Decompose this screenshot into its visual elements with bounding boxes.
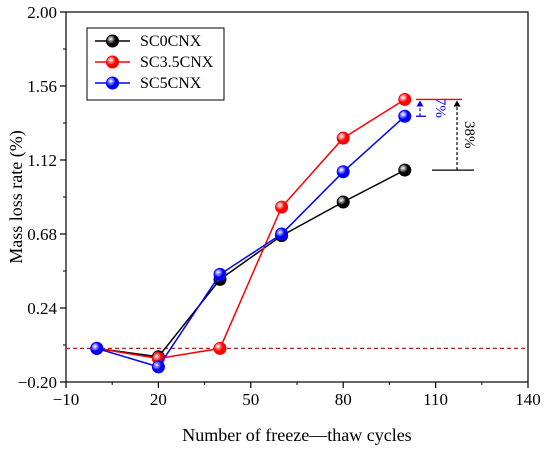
data-point bbox=[398, 163, 412, 177]
series-layer bbox=[90, 92, 412, 374]
series-sc3-5cnx bbox=[90, 92, 412, 365]
x-tick-label: −10 bbox=[53, 390, 80, 409]
series-line bbox=[96, 115, 406, 368]
data-point bbox=[151, 360, 165, 374]
annotations: 7% 38% bbox=[416, 98, 477, 171]
series-sc0cnx bbox=[90, 163, 412, 364]
data-point bbox=[398, 109, 412, 123]
legend-label: SC3.5CNX bbox=[140, 54, 214, 71]
y-tick-label: 1.12 bbox=[27, 151, 57, 170]
legend-marker bbox=[106, 76, 119, 90]
legend-marker bbox=[106, 55, 119, 69]
series-line bbox=[96, 98, 406, 360]
data-point bbox=[336, 165, 350, 179]
data-point bbox=[90, 341, 104, 355]
y-tick-label: 1.56 bbox=[27, 77, 57, 96]
y-tick-label: −0.20 bbox=[18, 373, 57, 392]
x-tick-label: 80 bbox=[335, 390, 352, 409]
series-line bbox=[96, 169, 406, 358]
annotation-black-arrowhead bbox=[453, 100, 461, 107]
annotation-38-percent: 38% bbox=[461, 121, 477, 149]
data-point bbox=[275, 200, 289, 214]
data-point bbox=[213, 341, 227, 355]
y-tick-label: 0.68 bbox=[27, 225, 57, 244]
x-axis-label: Number of freeze—thaw cycles bbox=[182, 425, 411, 445]
data-point bbox=[275, 227, 289, 241]
legend: SC0CNX SC3.5CNX SC5CNX bbox=[86, 27, 225, 101]
x-tick-label: 110 bbox=[423, 390, 448, 409]
legend-label: SC0CNX bbox=[140, 33, 202, 50]
x-tick-label: 20 bbox=[150, 390, 167, 409]
data-point bbox=[398, 92, 412, 106]
legend-marker bbox=[106, 34, 119, 48]
x-tick-label: 50 bbox=[242, 390, 259, 409]
data-point bbox=[336, 131, 350, 145]
y-tick-label: 0.24 bbox=[27, 299, 57, 318]
series-sc5cnx bbox=[90, 109, 412, 374]
y-tick-label: 2.00 bbox=[27, 3, 57, 22]
data-point bbox=[213, 267, 227, 281]
x-tick-label: 140 bbox=[515, 390, 541, 409]
legend-label: SC5CNX bbox=[140, 75, 202, 92]
annotation-7-percent: 7% bbox=[432, 98, 448, 118]
annotation-blue-arrowhead bbox=[416, 100, 424, 107]
y-axis-label: Mass loss rate (%) bbox=[6, 130, 27, 263]
data-point bbox=[336, 195, 350, 209]
x-axis: −10 20 50 80 110 140 bbox=[53, 382, 541, 409]
y-axis: −0.20 0.24 0.68 1.12 1.56 2.00 bbox=[18, 3, 66, 392]
